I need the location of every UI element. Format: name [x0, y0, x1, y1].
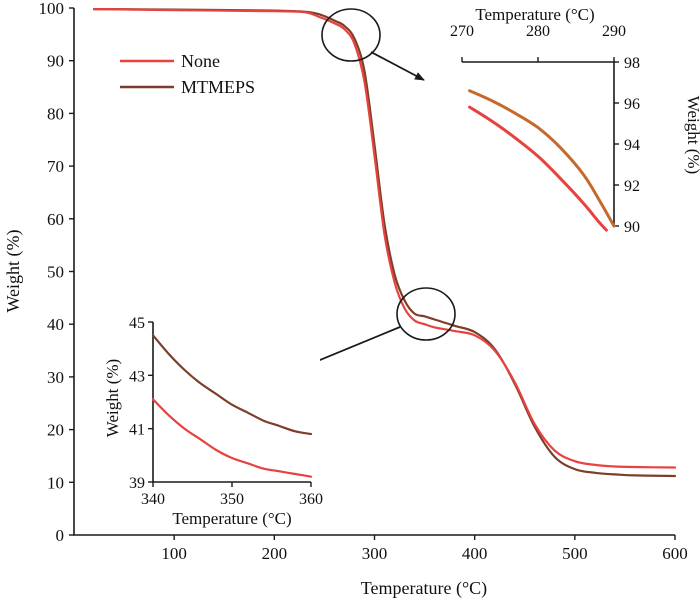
main-y-axis-title: Weight (%): [3, 229, 24, 312]
main-y-ticks: 0 10 20 30 40 50 60 70 80 90 100: [39, 0, 74, 545]
legend: None MTMEPS: [112, 40, 282, 102]
inset-top-y-axis-title: Weight (%): [684, 96, 700, 174]
legend-box: [112, 40, 282, 102]
inset-top-x-tick-label: 270: [450, 23, 474, 40]
main-y-tick-label: 0: [56, 526, 65, 545]
inset-top-y-tick-label: 94: [624, 137, 640, 154]
main-series: [92, 8, 677, 478]
main-x-ticks: 100 200 300 400 500 600: [161, 535, 688, 563]
main-y-tick-label: 30: [47, 368, 64, 387]
main-series-line-mtmeps: [92, 8, 677, 478]
inset-bottom-series-line-mtmeps: [151, 334, 313, 436]
inset-bottom-y-ticks: 39 41 43 45: [129, 315, 153, 492]
main-x-tick-label: 200: [262, 544, 288, 563]
inset-bottom-background: [100, 308, 320, 532]
main-y-tick-label: 10: [47, 473, 64, 492]
inset-bottom-x-tick-label: 350: [220, 491, 244, 508]
inset-bottom-y-tick-label: 45: [129, 315, 145, 332]
main-x-tick-label: 500: [562, 544, 588, 563]
main-y-tick-label: 40: [47, 315, 64, 334]
inset-bottom-x-tick-label: 340: [141, 491, 165, 508]
inset-top-x-tick-label: 290: [602, 23, 626, 40]
main-y-tick-label: 60: [47, 210, 64, 229]
legend-label-none: None: [181, 51, 220, 71]
inset-top-right: Temperature (°C) Weight (%) 270 280 290 90…: [450, 5, 700, 236]
inset-top-y-tick-label: 98: [624, 55, 640, 72]
inset-top-background: [455, 40, 660, 235]
main-y-tick-label: 50: [47, 263, 64, 282]
inset-top-x-axis-title: Temperature (°C): [475, 5, 594, 24]
inset-bottom-x-ticks: 340 350 360: [141, 482, 323, 508]
inset-bottom-x-axis-title: Temperature (°C): [172, 509, 291, 528]
inset-bottom-series-line-none: [151, 398, 313, 478]
main-y-tick-label: 20: [47, 421, 64, 440]
inset-bottom-series: [151, 334, 313, 478]
inset-bottom-x-tick-label: 360: [299, 491, 323, 508]
main-x-tick-label: 100: [161, 544, 187, 563]
inset-bottom-y-tick-label: 39: [129, 475, 145, 492]
inset-top-x-tick-label: 280: [526, 23, 550, 40]
main-x-axis-title: Temperature (°C): [361, 578, 487, 599]
inset-bottom-y-tick-label: 43: [129, 368, 145, 385]
zoom-arrow-top: [370, 51, 425, 81]
zoom-circle-top: [321, 8, 381, 62]
inset-top-series: [468, 89, 616, 232]
inset-top-y-tick-label: 92: [624, 178, 640, 195]
inset-top-series-line-none: [468, 105, 608, 232]
inset-top-y-tick-label: 90: [624, 219, 640, 236]
main-x-tick-label: 600: [662, 544, 688, 563]
inset-top-y-ticks: 90 92 94 96 98: [614, 55, 640, 236]
inset-bottom-y-axis-title: Weight (%): [103, 359, 122, 437]
main-y-tick-label: 80: [47, 104, 64, 123]
main-series-line-none: [92, 8, 677, 469]
main-y-tick-label: 70: [47, 157, 64, 176]
inset-top-y-tick-label: 96: [624, 96, 640, 113]
main-y-tick-label: 90: [47, 52, 64, 71]
main-x-tick-label: 400: [462, 544, 488, 563]
inset-top-series-line-mtmeps: [468, 89, 616, 228]
zoom-circle-bottom: [396, 287, 456, 341]
inset-bottom-left: Temperature (°C) Weight (%) 340 350 360 39…: [100, 308, 323, 532]
main-plot: 100 200 300 400 500 600 0 10 20 30 40 50 60 70 80 90 10…: [3, 0, 688, 599]
inset-top-x-ticks: 270 280 290: [450, 23, 626, 62]
main-x-tick-label: 300: [362, 544, 388, 563]
legend-label-mtmeps: MTMEPS: [181, 77, 255, 97]
inset-bottom-y-tick-label: 41: [129, 422, 145, 439]
main-y-tick-label: 100: [39, 0, 65, 18]
